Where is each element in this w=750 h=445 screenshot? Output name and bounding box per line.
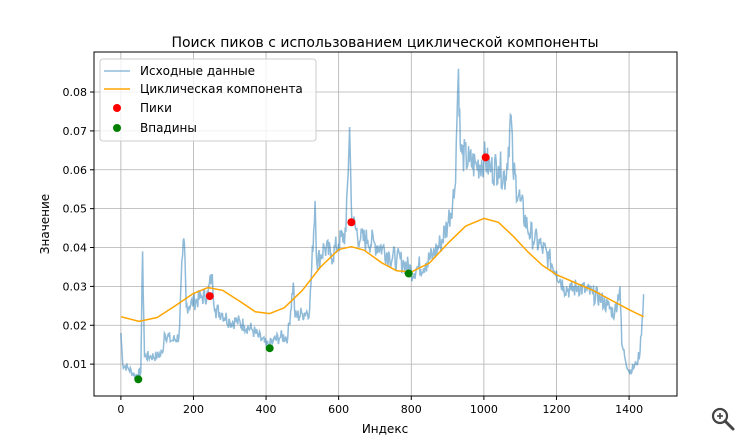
magnifier-icon bbox=[711, 407, 735, 431]
zoom-tool-button[interactable] bbox=[708, 404, 738, 434]
axes-frame bbox=[93, 51, 678, 397]
legend-box bbox=[99, 58, 317, 142]
y-tick-label: 0.02 bbox=[63, 319, 88, 332]
y-tick-label: 0.07 bbox=[63, 125, 88, 138]
y-tick-label: 0.04 bbox=[63, 242, 88, 255]
x-tick-label: 1400 bbox=[615, 403, 643, 416]
legend-troughs-marker-icon bbox=[113, 124, 121, 132]
x-tick-label: 800 bbox=[401, 403, 422, 416]
trough-marker bbox=[134, 375, 143, 384]
legend-peaks-marker-icon bbox=[113, 104, 121, 112]
cyclic-component-line bbox=[120, 217, 644, 323]
y-tick-label: 0.06 bbox=[63, 164, 88, 177]
y-tick-label: 0.03 bbox=[63, 280, 88, 293]
x-tick-label: 0 bbox=[117, 403, 124, 416]
legend-peaks-label: Пики bbox=[140, 101, 172, 115]
legend-cyclic-label: Циклическая компонента bbox=[140, 82, 303, 96]
plot-area bbox=[120, 68, 645, 384]
y-tick-label: 0.01 bbox=[63, 358, 88, 371]
trough-marker bbox=[265, 344, 274, 353]
grid bbox=[94, 52, 677, 396]
ticks: 0 200 400 600 800 1000 1200 1400 0.01 0.02 0.03 0.0… bbox=[63, 86, 644, 416]
peak-marker bbox=[205, 292, 214, 301]
trough-marker bbox=[404, 269, 413, 278]
legend-troughs-label: Впадины bbox=[140, 121, 197, 135]
legend: Исходные данные Циклическая компонента П… bbox=[99, 58, 317, 142]
peak-marker bbox=[481, 153, 490, 162]
y-tick-label: 0.05 bbox=[63, 203, 88, 216]
x-tick-label: 400 bbox=[256, 403, 277, 416]
x-tick-label: 200 bbox=[183, 403, 204, 416]
x-axis-label: Индекс bbox=[362, 422, 408, 436]
x-tick-label: 1000 bbox=[470, 403, 498, 416]
y-axis-label: Значение bbox=[38, 194, 52, 254]
peak-marker bbox=[347, 218, 356, 227]
chart-title: Поиск пиков с использованием циклической… bbox=[171, 35, 598, 51]
y-tick-label: 0.08 bbox=[63, 86, 88, 99]
x-tick-label: 1200 bbox=[542, 403, 570, 416]
legend-raw-label: Исходные данные bbox=[140, 64, 255, 78]
x-tick-label: 600 bbox=[328, 403, 349, 416]
